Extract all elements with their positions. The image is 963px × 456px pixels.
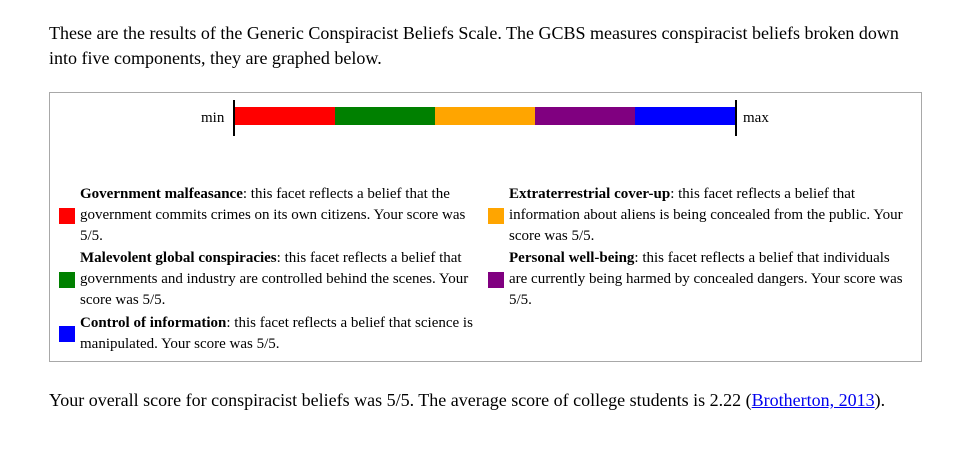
scale-segment-government [235, 107, 335, 125]
scale-max-label: max [743, 110, 769, 126]
legend-swatch-malevolent [59, 271, 75, 288]
legend-desc-extraterrestrial: : this facet reflects a belief that info… [509, 186, 903, 244]
legend-item-wellbeing: Personal well-being: this facet reflects… [488, 248, 908, 311]
legend-item-extraterrestrial: Extraterrestrial cover-up: this facet re… [488, 184, 908, 247]
scale-min-tick [233, 100, 235, 136]
legend-title-government: Government malfeasance [80, 186, 243, 202]
legend-desc-malevolent: : this facet reflects a belief that gove… [80, 250, 469, 308]
scale-segment-control [635, 107, 735, 125]
legend-title-malevolent: Malevolent global conspiracies [80, 250, 277, 266]
legend-title-wellbeing: Personal well-being [509, 250, 635, 266]
legend-desc-control: : this facet reflects a belief that scie… [80, 315, 473, 352]
scale-segment-wellbeing [535, 107, 635, 125]
legend-title-extraterrestrial: Extraterrestrial cover-up [509, 186, 671, 202]
legend-item-control: Control of information: this facet refle… [59, 313, 479, 355]
legend-swatch-government [59, 207, 75, 224]
scale-segment-extraterrestrial [435, 107, 535, 125]
scale-min-label: min [201, 110, 225, 126]
intro-text: These are the results of the Generic Con… [49, 23, 899, 68]
legend-item-government: Government malfeasance: this facet refle… [59, 184, 479, 247]
legend-swatch-wellbeing [488, 271, 504, 288]
overall-score-sentence: Your overall score for conspiracist beli… [49, 390, 752, 410]
scale-max-tick [735, 100, 737, 136]
citation-link[interactable]: Brotherton, 2013 [751, 390, 875, 410]
legend-swatch-control [59, 326, 75, 342]
results-panel: min max Government malfeasance: this fac… [49, 92, 922, 362]
legend-desc-government: : this facet reflects a belief that the … [80, 186, 466, 244]
scale-bar [235, 107, 735, 125]
scale-segment-malevolent [335, 107, 435, 125]
score-scale: min max [50, 93, 921, 153]
legend-swatch-extraterrestrial [488, 207, 504, 224]
legend-desc-wellbeing: : this facet reflects a belief that indi… [509, 250, 903, 308]
legend-item-malevolent: Malevolent global conspiracies: this fac… [59, 248, 479, 311]
legend-title-control: Control of information [80, 315, 227, 331]
overall-score-closing: ). [874, 390, 886, 410]
overall-score-text: Your overall score for conspiracist beli… [49, 388, 929, 413]
